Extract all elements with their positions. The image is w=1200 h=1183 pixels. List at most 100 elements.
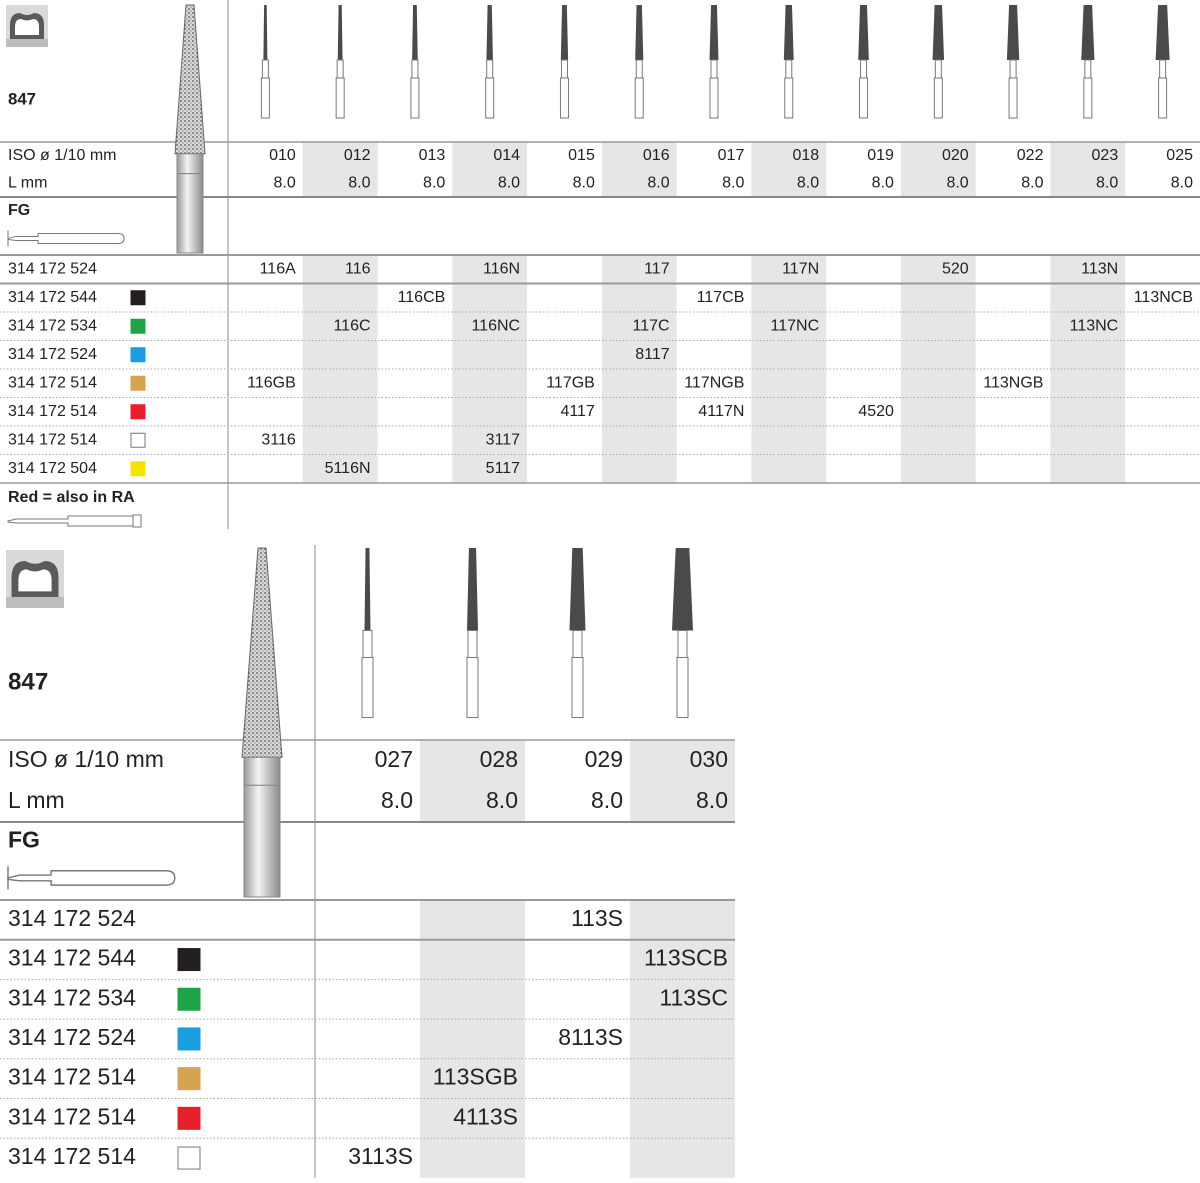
length-value: 8.0 [498,175,520,192]
article-code: 314 172 504 [8,460,97,477]
iso-size: 018 [792,147,819,164]
bur-tip [672,548,693,631]
bur-shank [335,77,345,119]
iso-label: ISO ø 1/10 mm [8,147,116,164]
bur-neck [243,756,281,786]
article-code: 314 172 534 [8,317,97,334]
color-swatch [177,948,201,972]
bur-shank [410,77,420,119]
article-code: 314 172 524 [8,1024,136,1050]
color-swatch [130,461,146,477]
shank-icon [7,230,125,247]
bur-shank [709,77,719,119]
product-code: 117CB [697,289,745,306]
note: Red = also in RA [8,489,135,506]
color-swatch [130,318,146,334]
ra-icon [7,514,142,528]
article-code: 314 172 514 [8,403,97,420]
length-value: 8.0 [1021,175,1043,192]
bur-shank [784,77,794,119]
product-code: 3113S [348,1143,413,1169]
length-value: 8.0 [872,175,894,192]
bur-neck [467,630,478,658]
bur-tip [560,5,569,60]
iso-size: 017 [718,147,745,164]
bur-tip [569,548,586,631]
product-code: 4117N [698,403,744,420]
column-shade [751,142,827,197]
bur-shank [243,784,281,898]
product-code: 113SC [659,984,728,1010]
product-code: 4113S [453,1103,518,1129]
product-code: 117 [644,260,670,277]
article-code: 314 172 524 [8,346,97,363]
product-code: 113SGB [433,1064,518,1090]
ra-icon-body [7,515,134,527]
product-code: 5116N [325,460,371,477]
product-code: 113NC [1070,317,1119,334]
product-code: 113S [571,905,623,931]
length-value: 8.0 [591,787,623,813]
color-swatch [177,1027,201,1051]
iso-size: 019 [867,147,894,164]
bur-tip [932,5,945,60]
tooth-icon-gum [6,39,48,47]
iso-size: 010 [269,147,296,164]
column-shade [1050,255,1126,483]
color-swatch [130,432,146,448]
article-code: 314 172 544 [8,289,97,306]
product-code: 4117 [560,403,595,420]
bur-neck [785,59,793,79]
model-number: 847 [8,668,48,695]
product-code: 8113S [558,1024,623,1050]
length-value: 8.0 [381,787,413,813]
length-value: 8.0 [423,175,445,192]
column-shade [900,142,976,197]
bur-neck [261,59,269,79]
tooth-icon [6,5,48,47]
bur-tip [412,5,418,60]
bur-shank [1158,77,1168,119]
article-code: 314 172 514 [8,1064,136,1090]
article-code: 314 172 514 [8,1103,136,1129]
bur-neck [1009,59,1017,79]
length-value: 8.0 [722,175,744,192]
length-value: 8.0 [486,787,518,813]
bur-tip [263,5,268,60]
product-code: 117GB [546,374,595,391]
column-shade [302,142,378,197]
bur-tip [858,5,869,60]
shank-icon [7,866,176,890]
product-code: 116CB [398,289,446,306]
product-code: 117NGB [684,374,744,391]
iso-size: 016 [643,147,670,164]
bur-neck [677,630,688,658]
bur-shank [634,77,644,119]
length-value: 8.0 [696,787,728,813]
bur-shank [933,77,943,119]
product-code: 113N [1081,260,1118,277]
bur-shank [571,657,584,718]
bur-tip [486,5,493,60]
bur-shank [485,77,495,119]
bur-neck [710,59,718,79]
length-label: L mm [8,175,47,192]
diamond-head [241,547,283,758]
color-swatch [177,1106,201,1130]
article-code: 314 172 524 [8,905,136,931]
length-value: 8.0 [348,175,370,192]
tooth-icon-cavity [15,19,39,35]
article-code: 314 172 534 [8,984,136,1010]
bur-tip [1155,5,1170,60]
iso-size: 027 [375,746,413,772]
bur-tip [1081,5,1095,60]
iso-label: ISO ø 1/10 mm [8,746,164,772]
bur-neck [176,153,204,175]
column-shade [420,900,525,1178]
column-shade [630,740,735,822]
product-code: 117C [633,317,670,334]
color-swatch [130,347,146,363]
shank-icon-body [7,870,176,886]
iso-size: 013 [419,147,446,164]
bur-neck [486,59,494,79]
